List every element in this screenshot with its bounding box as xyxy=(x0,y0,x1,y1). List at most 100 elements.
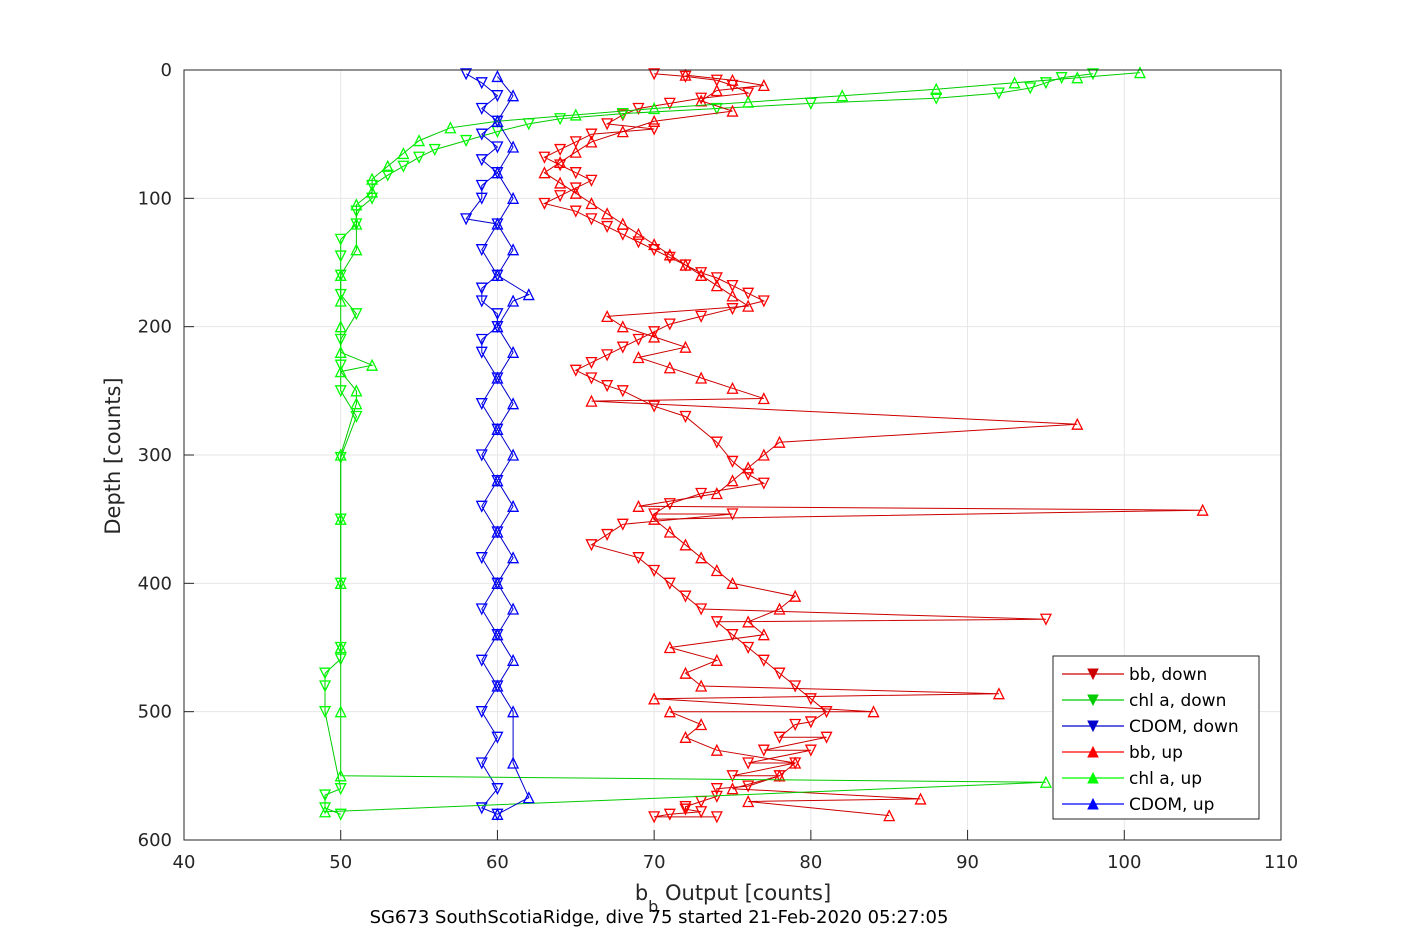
y-tick-label: 600 xyxy=(138,830,172,851)
x-tick-label: 60 xyxy=(486,852,509,873)
data-point xyxy=(648,692,661,705)
legend-label: CDOM, down xyxy=(1129,717,1239,737)
data-point xyxy=(616,217,629,230)
data-point xyxy=(616,518,629,531)
data-point xyxy=(569,167,582,180)
data-point xyxy=(726,576,739,589)
data-point xyxy=(695,92,708,105)
data-point xyxy=(507,397,520,410)
data-point xyxy=(710,811,723,824)
data-point xyxy=(726,629,739,642)
data-point xyxy=(522,288,535,301)
data-point xyxy=(334,448,347,461)
data-point xyxy=(569,182,582,195)
x-axis-label-rest: Output [counts] xyxy=(658,881,831,905)
series-line xyxy=(324,73,1093,815)
data-point xyxy=(710,487,723,500)
data-point xyxy=(491,628,504,641)
data-point xyxy=(726,73,739,86)
data-point xyxy=(585,135,598,148)
data-point xyxy=(663,641,676,654)
data-point xyxy=(742,780,755,793)
data-point xyxy=(475,192,488,205)
data-point xyxy=(679,410,692,423)
series-layer xyxy=(318,66,1209,824)
data-point xyxy=(475,449,488,462)
data-point xyxy=(366,172,379,185)
data-point xyxy=(569,136,582,149)
data-point xyxy=(491,217,504,230)
x-axis-label: bb Output [counts] xyxy=(635,881,831,916)
data-point xyxy=(742,641,755,654)
data-point xyxy=(632,227,645,240)
data-point xyxy=(334,576,347,589)
data-point xyxy=(475,244,488,257)
data-point xyxy=(601,349,614,362)
data-point xyxy=(648,68,661,81)
x-axis-label-subscript: b xyxy=(648,897,658,916)
data-point xyxy=(648,400,661,413)
data-point xyxy=(1039,77,1052,90)
data-point xyxy=(491,525,504,538)
data-point xyxy=(1086,68,1099,81)
data-point xyxy=(475,77,488,90)
data-point xyxy=(648,114,661,127)
data-point xyxy=(475,706,488,719)
legend-marker xyxy=(1087,771,1099,784)
data-point xyxy=(695,267,708,280)
data-point xyxy=(726,508,739,521)
data-point xyxy=(507,89,520,102)
data-point xyxy=(742,468,755,481)
data-point xyxy=(648,238,661,251)
data-point xyxy=(507,756,520,769)
data-point xyxy=(491,320,504,333)
legend-label: CDOM, up xyxy=(1129,795,1214,815)
data-point xyxy=(334,233,347,246)
data-point xyxy=(789,756,802,769)
data-point xyxy=(475,654,488,667)
data-point xyxy=(773,731,786,744)
data-point xyxy=(491,166,504,179)
data-point xyxy=(1055,72,1068,85)
data-point xyxy=(679,68,692,81)
y-tick-label: 200 xyxy=(138,317,172,338)
x-axis-label-b: b xyxy=(635,881,648,905)
x-tick-label: 80 xyxy=(799,852,822,873)
data-point xyxy=(773,435,786,448)
data-point xyxy=(914,792,927,805)
data-point xyxy=(491,731,504,744)
data-point xyxy=(773,667,786,680)
data-point xyxy=(334,705,347,718)
data-point xyxy=(507,602,520,615)
data-point xyxy=(475,333,488,346)
data-point xyxy=(475,128,488,141)
data-point xyxy=(820,731,833,744)
data-point xyxy=(648,508,661,521)
data-point xyxy=(444,121,457,134)
data-point xyxy=(742,95,755,108)
data-point xyxy=(475,154,488,167)
caption: SG673 SouthScotiaRidge, dive 75 started … xyxy=(370,907,949,928)
data-point xyxy=(648,811,661,824)
data-point xyxy=(710,743,723,756)
data-point xyxy=(601,207,614,220)
y-tick-label: 400 xyxy=(138,573,172,594)
x-tick-label: 50 xyxy=(329,852,352,873)
data-point xyxy=(554,176,567,189)
data-point xyxy=(804,744,817,757)
data-point xyxy=(648,102,661,115)
data-point xyxy=(726,303,739,316)
series-line xyxy=(324,72,1141,813)
data-point xyxy=(679,340,692,353)
data-point xyxy=(710,84,723,97)
data-point xyxy=(663,808,676,821)
data-point xyxy=(475,282,488,295)
data-point xyxy=(663,361,676,374)
data-point xyxy=(350,410,363,423)
data-point xyxy=(428,143,441,157)
data-point xyxy=(616,320,629,333)
data-point xyxy=(710,616,723,629)
data-point xyxy=(366,358,379,371)
data-point xyxy=(742,795,755,808)
data-point xyxy=(334,320,347,333)
